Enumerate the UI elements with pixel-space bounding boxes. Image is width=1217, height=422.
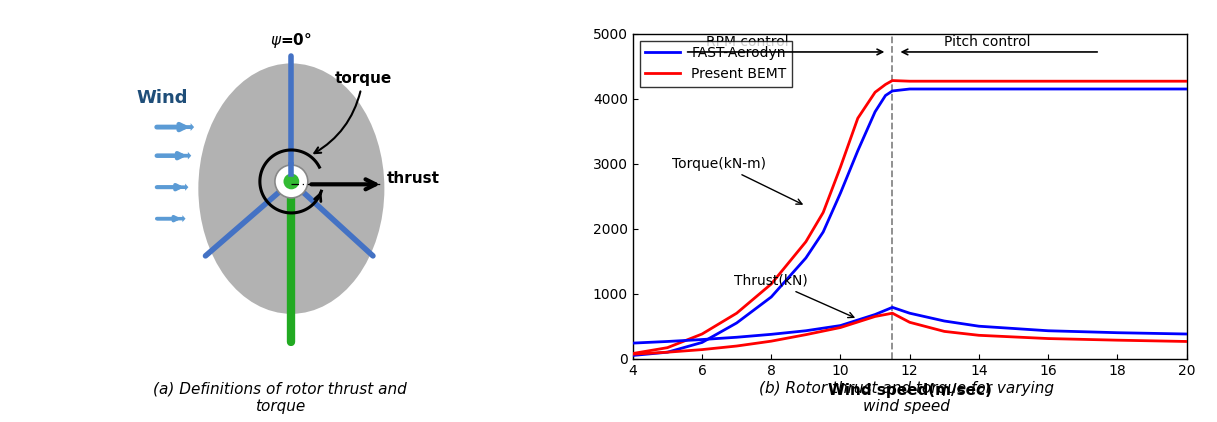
Text: Pitch control: Pitch control: [944, 35, 1031, 49]
Text: torque: torque: [314, 71, 392, 153]
Text: (a) Definitions of rotor thrust and
torque: (a) Definitions of rotor thrust and torq…: [153, 381, 406, 414]
Legend: FAST-Aerodyn, Present BEMT: FAST-Aerodyn, Present BEMT: [640, 41, 792, 87]
Text: (b) Rotor thrust and torque for varying
wind speed: (b) Rotor thrust and torque for varying …: [759, 381, 1054, 414]
X-axis label: Wind speed(m/sec): Wind speed(m/sec): [828, 383, 992, 398]
Text: Wind: Wind: [136, 89, 189, 108]
Circle shape: [275, 165, 308, 198]
Text: Thrust(kN): Thrust(kN): [734, 274, 854, 318]
Text: $\psi$=0°: $\psi$=0°: [270, 31, 313, 50]
Text: RPM control: RPM control: [706, 35, 789, 49]
Circle shape: [284, 173, 299, 189]
Text: Torque(kN-m): Torque(kN-m): [672, 157, 802, 204]
Ellipse shape: [198, 63, 385, 314]
Text: thrust: thrust: [387, 171, 441, 186]
